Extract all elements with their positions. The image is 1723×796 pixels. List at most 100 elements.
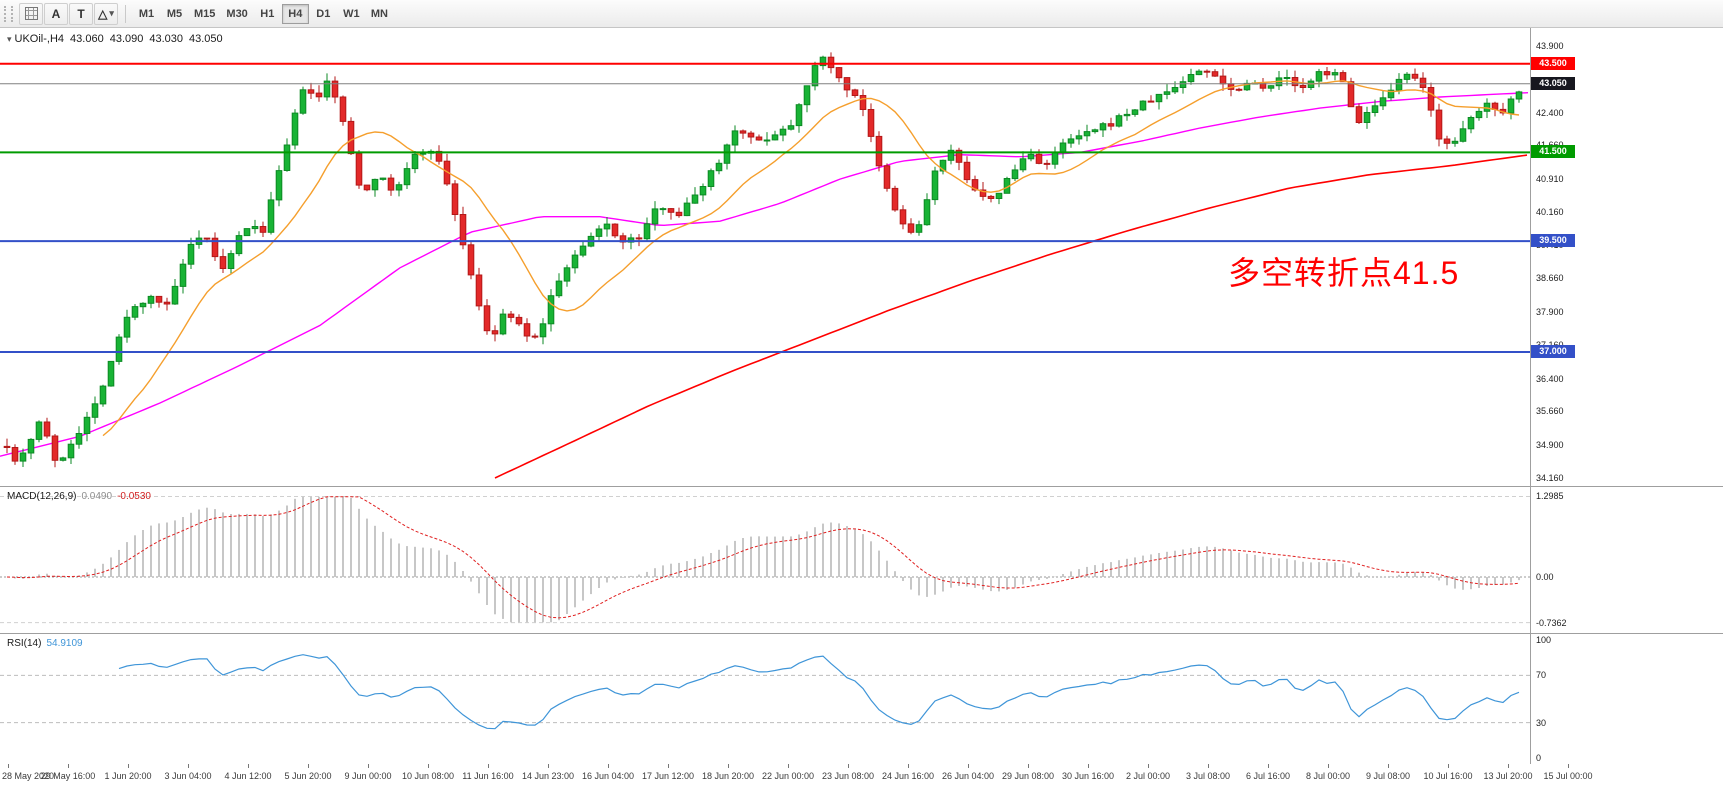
price-axis-badge: 43.500 [1531, 57, 1575, 70]
time-axis-label: 11 Jun 16:00 [462, 771, 514, 781]
time-axis-tick [188, 764, 189, 768]
time-axis-label: 9 Jun 00:00 [344, 771, 392, 781]
rsi-line [118, 654, 1520, 730]
timeframe-group: M1 M5 M15 M30 H1 H4 D1 W1 MN [133, 3, 393, 24]
panel-divider[interactable] [0, 633, 1723, 634]
timeframe-button-h4[interactable]: H4 [281, 3, 309, 24]
macd-name: MACD(12,26,9) [7, 491, 77, 502]
price-axis-label: 40.910 [1536, 174, 1564, 184]
timeframe-button-mn[interactable]: MN [366, 4, 393, 24]
price-axis-label: 37.900 [1536, 307, 1564, 317]
timeframe-button-w1[interactable]: W1 [338, 4, 365, 24]
time-axis-label: 9 Jul 08:00 [1365, 771, 1411, 781]
timeframe-button-m5[interactable]: M5 [161, 4, 188, 24]
time-axis-tick [248, 764, 249, 768]
price-axis-label: 34.160 [1536, 473, 1564, 483]
time-axis-label: 10 Jun 08:00 [401, 771, 455, 781]
macd-axis-label: 1.2985 [1536, 491, 1564, 501]
price-axis-label: 38.660 [1536, 273, 1564, 283]
time-axis-tick [1208, 764, 1209, 768]
time-axis-tick [908, 764, 909, 768]
time-axis-label: 17 Jun 12:00 [641, 771, 695, 781]
time-axis-tick [728, 764, 729, 768]
time-axis-label: 22 Jun 00:00 [761, 771, 815, 781]
time-axis-label: 1 Jun 20:00 [104, 771, 152, 781]
time-axis-tick [8, 764, 9, 768]
main-chart-canvas[interactable] [0, 28, 1530, 486]
rsi-axis-label: 0 [1536, 753, 1542, 763]
price-axis[interactable]: 43.90042.40041.66040.91040.16039.41038.6… [1531, 28, 1723, 765]
quote-open: 43.060 [70, 33, 104, 45]
time-axis-label: 8 Jul 00:00 [1305, 771, 1351, 781]
time-axis-tick [128, 764, 129, 768]
candles-layer [3, 52, 1523, 468]
time-axis-tick [668, 764, 669, 768]
time-axis-label: 3 Jul 08:00 [1185, 771, 1231, 781]
quote-low: 43.030 [149, 33, 184, 45]
time-axis-label: 2 Jul 00:00 [1125, 771, 1171, 781]
time-axis-tick [968, 764, 969, 768]
time-axis-tick [488, 764, 489, 768]
time-axis[interactable]: 28 May 2020 29 May 16:00 1 Jun 20:00 3 Jun … [0, 764, 1723, 796]
time-axis-label: 15 Jul 00:00 [1543, 771, 1593, 781]
time-axis-tick [548, 764, 549, 768]
timeframe-button-h1[interactable]: H1 [254, 4, 281, 24]
time-axis-label: 18 Jun 20:00 [701, 771, 755, 781]
time-axis-tick [1088, 764, 1089, 768]
price-axis-badge: 43.050 [1531, 77, 1575, 90]
time-axis-tick [848, 764, 849, 768]
shapes-dropdown-button[interactable]: △ ▾ [94, 2, 118, 25]
tool-a-label: A [51, 6, 61, 21]
time-axis-tick [608, 764, 609, 768]
chart-annotation: 多空转折点41.5 [1228, 255, 1460, 291]
time-axis-label: 26 Jun 04:00 [941, 771, 995, 781]
time-axis-label: 3 Jun 04:00 [164, 771, 212, 781]
time-axis-tick [1388, 764, 1389, 768]
time-axis-tick [1268, 764, 1269, 768]
rsi-panel-canvas[interactable] [0, 634, 1530, 764]
timeframe-button-m30[interactable]: M30 [221, 4, 252, 24]
chart-grid-button[interactable] [19, 2, 43, 25]
ma-fast-line [102, 80, 1520, 437]
time-axis-tick [1328, 764, 1329, 768]
text-tool-icon: T [77, 6, 85, 21]
rsi-name: RSI(14) [7, 638, 42, 649]
time-axis-label: 16 Jun 04:00 [581, 771, 635, 781]
time-axis-label: 29 Jun 08:00 [1001, 771, 1055, 781]
rsi-indicator-label: RSI(14) 54.9109 [7, 638, 88, 649]
time-axis-tick [428, 764, 429, 768]
time-axis-label: 4 Jun 12:00 [224, 771, 272, 781]
timeframe-button-d1[interactable]: D1 [310, 4, 337, 24]
time-axis-tick [1028, 764, 1029, 768]
macd-indicator-label: MACD(12,26,9) 0.0490 -0.0530 [7, 491, 156, 502]
time-axis-label: 29 May 16:00 [40, 771, 96, 781]
price-axis-label: 35.660 [1536, 406, 1564, 416]
time-axis-label: 13 Jul 20:00 [1483, 771, 1533, 781]
text-tool-button[interactable]: T [69, 2, 93, 25]
shapes-icon: △ [98, 6, 108, 21]
time-axis-label: 30 Jun 16:00 [1061, 771, 1115, 781]
rsi-axis-label: 30 [1536, 718, 1547, 728]
time-axis-label: 24 Jun 16:00 [881, 771, 935, 781]
quote-close: 43.050 [189, 33, 223, 45]
macd-histogram [14, 496, 1520, 623]
expand-arrow-icon[interactable]: ▾ [7, 34, 12, 44]
tool-a-button[interactable]: A [44, 2, 68, 25]
price-axis-divider [1530, 28, 1531, 764]
time-axis-tick [1508, 764, 1509, 768]
price-axis-badge: 37.000 [1531, 345, 1575, 358]
rsi-value: 54.9109 [46, 638, 83, 649]
time-axis-label: 23 Jun 08:00 [821, 771, 875, 781]
toolbar-grip[interactable] [4, 5, 13, 22]
macd-panel-canvas[interactable] [0, 487, 1530, 633]
macd-signal-value: -0.0530 [117, 491, 151, 502]
panel-divider[interactable] [0, 486, 1723, 487]
time-axis-label: 14 Jun 23:00 [521, 771, 575, 781]
time-axis-tick [1148, 764, 1149, 768]
price-axis-label: 36.400 [1536, 374, 1564, 384]
timeframe-button-m15[interactable]: M15 [189, 4, 220, 24]
quote-high: 43.090 [109, 33, 144, 45]
rsi-axis-label: 70 [1536, 670, 1547, 680]
timeframe-button-m1[interactable]: M1 [133, 4, 160, 24]
